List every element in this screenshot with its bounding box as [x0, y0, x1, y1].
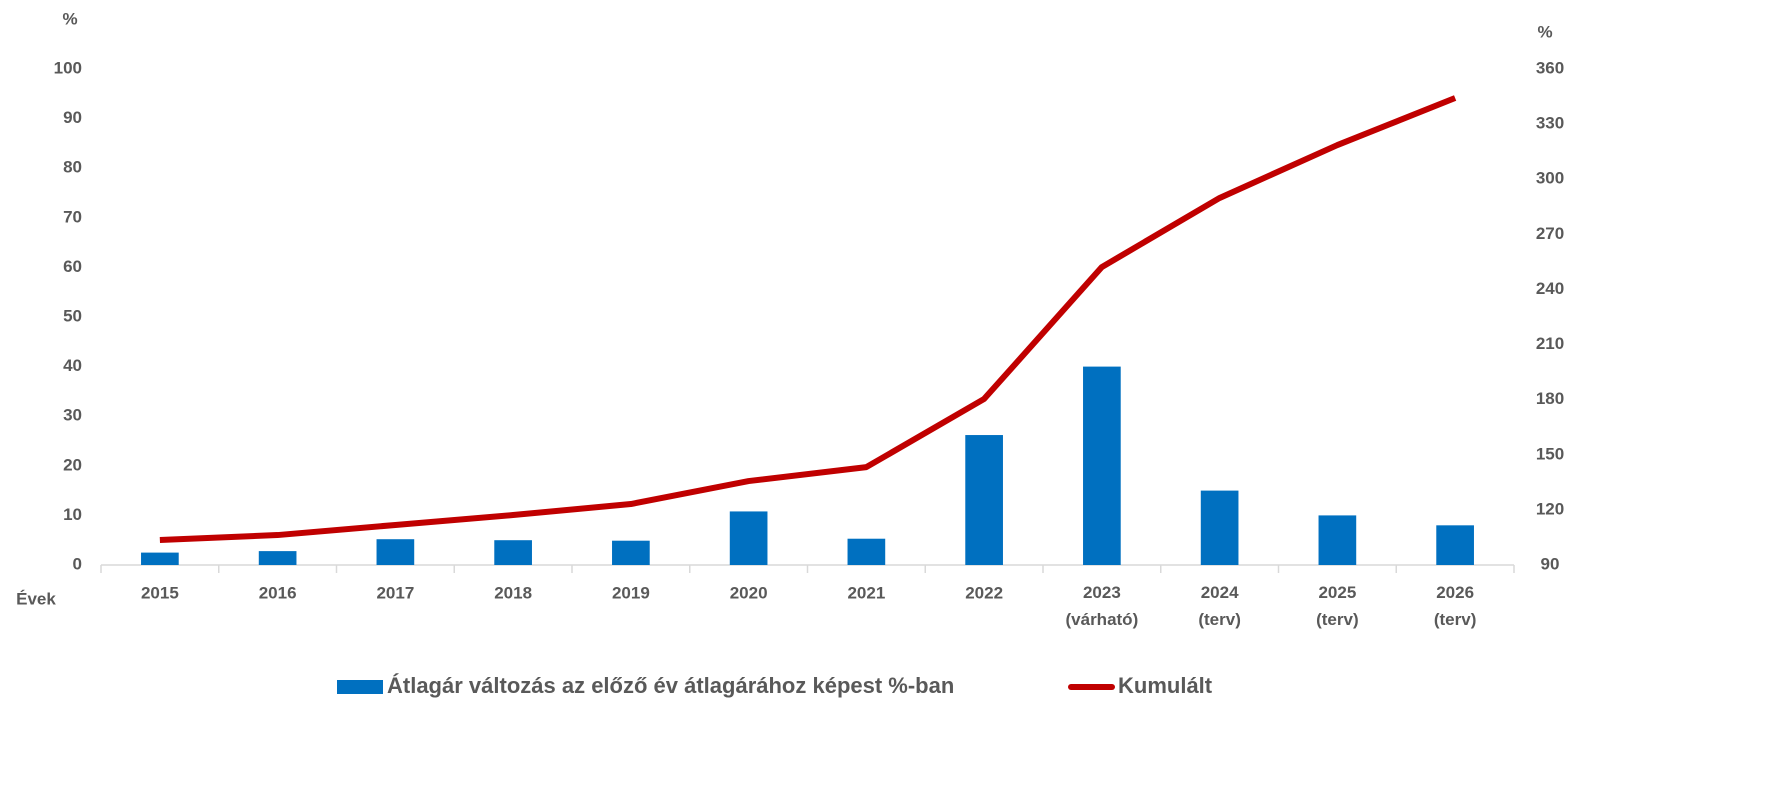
- y-tick-label: 40: [63, 356, 82, 375]
- bar: [494, 540, 532, 565]
- bar: [1436, 525, 1474, 565]
- y-axis-unit: %: [62, 9, 77, 28]
- line: [159, 95, 1457, 544]
- x-tick-label: 2023 (várható): [1066, 583, 1139, 629]
- legend-label: Kumulált: [1118, 673, 1213, 698]
- bar: [1083, 366, 1121, 565]
- y-tick-label: 60: [63, 257, 82, 276]
- y2-tick-label: 90: [1541, 554, 1560, 573]
- bar: [612, 540, 650, 565]
- legend-label: Átlagár változás az előző év átlagárához…: [387, 673, 954, 698]
- y2-tick-label: 120: [1536, 499, 1564, 518]
- bar: [1318, 515, 1357, 565]
- y2-axis-unit: %: [1537, 22, 1552, 41]
- x-tick-label: 2017: [376, 583, 414, 602]
- y-tick-label: 70: [63, 207, 82, 226]
- y-tick-label: 100: [54, 58, 82, 77]
- y-tick-label: 10: [63, 505, 82, 524]
- bar: [729, 511, 768, 565]
- x-tick-label: 2015: [141, 583, 179, 602]
- y2-tick-label: 150: [1536, 444, 1564, 463]
- x-tick-label: 2025 (terv): [1316, 583, 1359, 629]
- y2-tick-label: 330: [1536, 114, 1564, 133]
- y-tick-label: 0: [73, 554, 82, 573]
- y-tick-label: 80: [63, 158, 82, 177]
- bar: [847, 538, 886, 565]
- bar: [141, 552, 179, 565]
- x-tick-label: 2022: [965, 583, 1003, 602]
- y-tick-label: 20: [63, 455, 82, 474]
- y2-tick-label: 300: [1536, 169, 1564, 188]
- x-tick-label: 2024 (terv): [1198, 583, 1241, 629]
- bar: [258, 551, 297, 565]
- bar: [376, 539, 415, 565]
- y-tick-label: 30: [63, 406, 82, 425]
- x-tick-label: 2016: [259, 583, 297, 602]
- y2-tick-label: 180: [1536, 389, 1564, 408]
- y2-tick-label: 270: [1536, 224, 1564, 243]
- bar: [965, 435, 1003, 565]
- x-tick-label: 2026 (terv): [1434, 583, 1477, 629]
- y2-tick-label: 210: [1536, 334, 1564, 353]
- x-tick-label: 2019: [612, 583, 650, 602]
- bar: [1200, 490, 1239, 565]
- x-axis-label: Évek: [16, 589, 56, 608]
- y2-tick-label: 240: [1536, 279, 1564, 298]
- legend-swatch: [337, 680, 383, 694]
- y2-tick-label: 360: [1536, 58, 1564, 77]
- x-tick-label: 2018: [494, 583, 532, 602]
- y-tick-label: 90: [63, 108, 82, 127]
- x-tick-label: 2021: [847, 583, 885, 602]
- x-tick-label: 2020: [730, 583, 768, 602]
- y-tick-label: 50: [63, 306, 82, 325]
